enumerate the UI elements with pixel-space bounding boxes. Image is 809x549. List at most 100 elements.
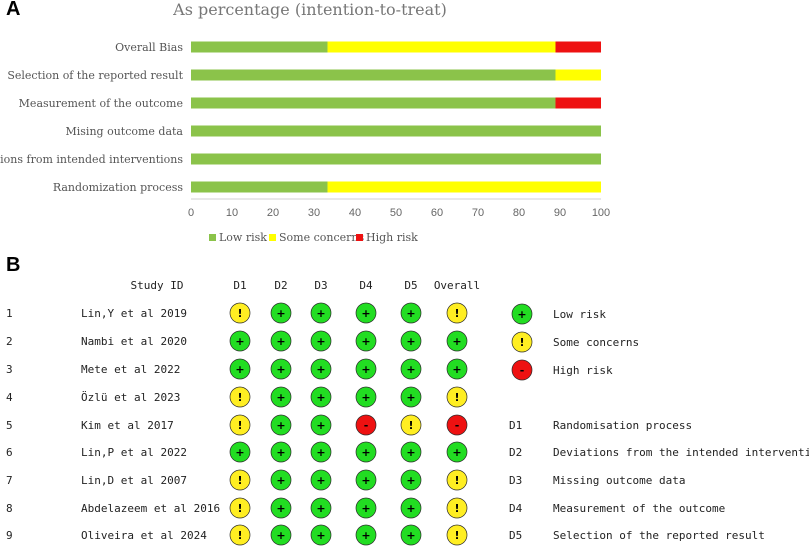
domain-rating-dot xyxy=(229,414,251,436)
domain-rating-dot xyxy=(310,358,332,380)
domain-rating-dot xyxy=(270,358,292,380)
rating-symbol: ! xyxy=(408,419,413,432)
rating-symbol: + xyxy=(452,446,461,459)
legend-swatch xyxy=(209,234,216,241)
rating-symbol: ! xyxy=(519,336,524,349)
row-number: 2 xyxy=(6,335,13,348)
study-name: Lin,D et al 2007 xyxy=(81,474,187,487)
y-tick-label: Mising outcome data xyxy=(66,125,184,138)
legend-dot xyxy=(511,303,533,325)
domain-rating-dot xyxy=(270,441,292,463)
x-tick-label: 30 xyxy=(308,207,320,219)
rating-symbol: + xyxy=(406,363,415,376)
rating-symbol: ! xyxy=(454,391,459,404)
column-header: D4 xyxy=(359,279,373,292)
study-name: Abdelazeem et al 2016 xyxy=(81,502,220,515)
row-number: 8 xyxy=(6,502,13,515)
rating-symbol: + xyxy=(406,446,415,459)
domain-rating-dot xyxy=(310,441,332,463)
overall-rating-dot xyxy=(446,414,468,436)
rating-symbol: + xyxy=(406,391,415,404)
rating-symbol: + xyxy=(361,529,370,542)
legend-label: Some concerns xyxy=(553,336,639,349)
rating-symbol: + xyxy=(235,446,244,459)
rating-symbol: + xyxy=(406,529,415,542)
domain-label: Deviations from the intended interventio… xyxy=(553,446,809,459)
domain-code: D5 xyxy=(509,529,522,542)
row-number: 4 xyxy=(6,391,13,404)
domain-rating-dot xyxy=(229,469,251,491)
rating-symbol: ! xyxy=(237,529,242,542)
domain-rating-dot xyxy=(310,302,332,324)
rating-symbol: - xyxy=(364,419,369,432)
domain-rating-dot xyxy=(310,414,332,436)
domain-label: Randomisation process xyxy=(553,419,692,432)
bar-segment xyxy=(555,97,601,109)
x-tick-label: 100 xyxy=(592,207,610,219)
domain-label: Selection of the reported result xyxy=(553,529,765,542)
rating-symbol: + xyxy=(361,474,370,487)
domain-rating-dot xyxy=(310,497,332,519)
domain-rating-dot xyxy=(400,497,422,519)
legend-swatch xyxy=(269,234,276,241)
domain-rating-dot xyxy=(355,302,377,324)
bar-segment xyxy=(327,181,601,193)
column-header: D5 xyxy=(404,279,417,292)
rating-symbol: ! xyxy=(237,391,242,404)
domain-rating-dot xyxy=(355,524,377,546)
domain-rating-dot xyxy=(229,302,251,324)
overall-rating-dot xyxy=(446,469,468,491)
rating-symbol: + xyxy=(406,307,415,320)
domain-rating-dot xyxy=(355,414,377,436)
domain-rating-dot xyxy=(270,414,292,436)
rating-symbol: + xyxy=(316,335,325,348)
study-name: Mete et al 2022 xyxy=(81,363,180,376)
domain-rating-dot xyxy=(400,524,422,546)
rating-symbol: + xyxy=(361,307,370,320)
domain-rating-dot xyxy=(400,441,422,463)
rating-symbol: + xyxy=(276,391,285,404)
rating-symbol: + xyxy=(406,502,415,515)
rating-symbol: + xyxy=(361,391,370,404)
y-tick-label: Measurement of the outcome xyxy=(19,97,183,110)
legend-label: High risk xyxy=(366,231,418,244)
overall-rating-dot xyxy=(446,302,468,324)
rating-symbol: - xyxy=(520,364,525,377)
domain-rating-dot xyxy=(400,414,422,436)
bar-segment xyxy=(191,69,556,81)
domain-label: Measurement of the outcome xyxy=(553,502,725,515)
rating-symbol: + xyxy=(276,446,285,459)
study-id-header: Study ID xyxy=(131,279,184,292)
rating-symbol: ! xyxy=(237,307,242,320)
rating-symbol: ! xyxy=(454,529,459,542)
column-header: D3 xyxy=(314,279,327,292)
overall-rating-dot xyxy=(446,524,468,546)
legend-dot xyxy=(511,359,533,381)
domain-label: Missing outcome data xyxy=(553,474,685,487)
domain-rating-dot xyxy=(355,358,377,380)
overall-rating-dot xyxy=(446,441,468,463)
study-name: Özlü et al 2023 xyxy=(81,391,180,404)
rating-symbol: + xyxy=(276,529,285,542)
rating-symbol: + xyxy=(316,391,325,404)
domain-code: D1 xyxy=(509,419,522,432)
domain-rating-dot xyxy=(355,330,377,352)
y-tick-label: Deviations from intended interventions xyxy=(0,153,183,166)
domain-rating-dot xyxy=(400,330,422,352)
rating-symbol: + xyxy=(406,474,415,487)
legend-swatch xyxy=(356,234,363,241)
x-tick-label: 70 xyxy=(472,207,484,219)
row-number: 9 xyxy=(6,529,13,542)
domain-rating-dot xyxy=(310,469,332,491)
domain-rating-dot xyxy=(400,302,422,324)
bar-segment xyxy=(191,41,328,53)
x-tick-label: 60 xyxy=(431,207,443,219)
y-tick-label: Selection of the reported result xyxy=(7,69,183,82)
study-name: Lin,P et al 2022 xyxy=(81,446,187,459)
rating-symbol: ! xyxy=(237,502,242,515)
column-header: Overall xyxy=(434,279,480,292)
domain-rating-dot xyxy=(270,302,292,324)
overall-rating-dot xyxy=(446,358,468,380)
chart-title: As percentage (intention-to-treat) xyxy=(172,0,447,19)
